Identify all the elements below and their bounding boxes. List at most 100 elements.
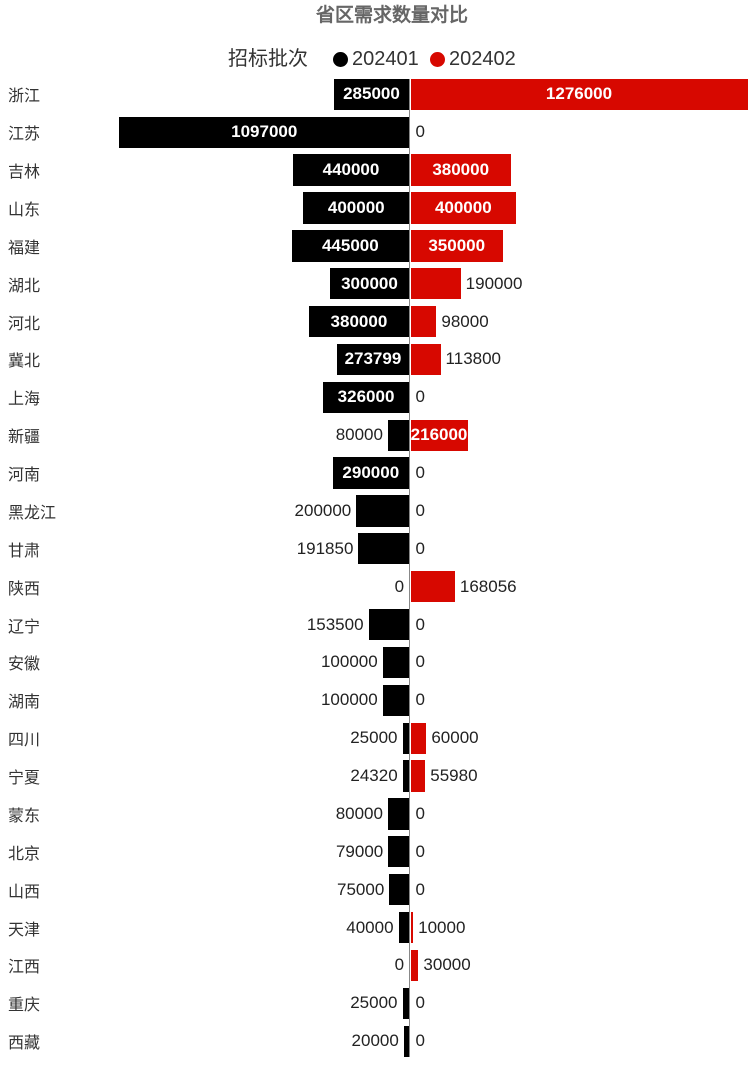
category-label-北京: 北京 xyxy=(8,845,41,863)
bar-202401-河南[interactable] xyxy=(332,457,410,489)
bar-202402-陕西[interactable] xyxy=(410,571,455,603)
value-label-202401-湖北: 300000 xyxy=(341,273,398,293)
category-label-浙江: 浙江 xyxy=(8,88,41,106)
bar-202402-宁夏[interactable] xyxy=(410,760,426,792)
value-label-202401-吉林: 440000 xyxy=(322,160,380,180)
value-label-202401-山西: 75000 xyxy=(337,879,385,899)
chart-title: 省区需求数量对比 xyxy=(315,5,469,26)
category-label-福建: 福建 xyxy=(8,239,41,257)
bar-202401-湖北[interactable] xyxy=(329,268,410,300)
bar-202401-蒙东[interactable] xyxy=(387,798,410,830)
value-label-202402-天津: 10000 xyxy=(418,917,466,937)
legend-label-202402: 202402 xyxy=(449,48,516,70)
bar-202401-甘肃[interactable] xyxy=(358,533,410,565)
category-label-江苏: 江苏 xyxy=(8,126,41,144)
value-label-202402-宁夏: 55980 xyxy=(430,766,478,786)
category-label-宁夏: 宁夏 xyxy=(8,770,41,788)
value-label-202401-山东: 400000 xyxy=(327,198,385,217)
value-label-202401-江西: 0 xyxy=(394,955,405,975)
value-label-202402-河南: 0 xyxy=(415,463,425,483)
bar-202402-天津[interactable] xyxy=(410,911,414,944)
bar-202401-江苏[interactable] xyxy=(119,116,410,148)
value-label-202401-天津: 40000 xyxy=(346,917,394,937)
value-label-202402-西藏: 0 xyxy=(415,1031,425,1051)
value-label-202401-浙江: 285000 xyxy=(343,84,400,104)
value-label-202402-江苏: 0 xyxy=(415,122,425,142)
category-label-上海: 上海 xyxy=(8,391,41,409)
bar-202402-四川[interactable] xyxy=(410,722,427,754)
category-label-湖北: 湖北 xyxy=(8,277,41,295)
value-label-202401-河北: 380000 xyxy=(330,311,388,331)
category-label-安徽: 安徽 xyxy=(8,656,41,674)
value-label-202402-北京: 0 xyxy=(415,841,425,861)
bar-202401-冀北[interactable] xyxy=(336,343,410,376)
bar-202401-北京[interactable] xyxy=(388,836,410,868)
category-label-蒙东: 蒙东 xyxy=(8,807,41,825)
value-label-202402-安徽: 0 xyxy=(415,652,425,672)
value-label-202401-新疆: 80000 xyxy=(335,425,383,445)
bar-202401-福建[interactable] xyxy=(291,230,410,262)
category-label-山西: 山西 xyxy=(8,883,41,901)
bar-202401-山东[interactable] xyxy=(303,192,410,224)
value-label-202401-蒙东: 80000 xyxy=(335,803,383,823)
bar-202401-湖南[interactable] xyxy=(382,684,410,716)
value-label-202401-陕西: 0 xyxy=(394,576,405,596)
bar-202402-河北[interactable] xyxy=(410,305,437,338)
legend-marker-202402-icon xyxy=(430,51,445,67)
bar-202402-浙江[interactable] xyxy=(410,78,748,111)
value-label-202401-上海: 326000 xyxy=(337,387,395,407)
bar-202402-江西[interactable] xyxy=(410,949,419,982)
category-label-黑龙江: 黑龙江 xyxy=(8,504,57,522)
value-label-202401-冀北: 273799 xyxy=(344,349,402,369)
value-label-202402-吉林: 380000 xyxy=(432,160,490,180)
category-label-山东: 山东 xyxy=(8,202,41,219)
bar-202402-湖北[interactable] xyxy=(410,268,461,300)
value-label-202402-甘肃: 0 xyxy=(415,538,425,558)
bar-202401-黑龙江[interactable] xyxy=(356,495,410,527)
value-label-202402-浙江: 1276000 xyxy=(545,84,613,104)
bar-202402-山东[interactable] xyxy=(410,192,517,224)
center-axis-line xyxy=(409,78,411,1057)
bar-202401-上海[interactable] xyxy=(323,381,410,413)
bar-202402-新疆[interactable] xyxy=(410,419,468,451)
value-label-202401-辽宁: 153500 xyxy=(306,614,364,634)
value-label-202402-湖北: 190000 xyxy=(465,273,523,293)
value-label-202401-甘肃: 191850 xyxy=(296,538,354,558)
value-label-202402-新疆: 216000 xyxy=(410,425,468,445)
bar-202401-吉林[interactable] xyxy=(292,154,410,186)
value-label-202401-北京: 79000 xyxy=(335,841,384,861)
category-label-湖南: 湖南 xyxy=(8,694,41,712)
value-label-202402-上海: 0 xyxy=(415,387,425,407)
value-label-202401-江苏: 1097000 xyxy=(231,122,298,142)
value-label-202402-河北: 98000 xyxy=(441,311,489,331)
value-label-202401-湖南: 100000 xyxy=(320,690,378,710)
bar-202402-吉林[interactable] xyxy=(410,154,511,186)
category-label-新疆: 新疆 xyxy=(8,429,41,447)
category-label-天津: 天津 xyxy=(8,921,41,939)
value-label-202401-黑龙江: 200000 xyxy=(294,500,352,520)
bar-202401-天津[interactable] xyxy=(398,911,410,944)
value-label-202401-四川: 25000 xyxy=(350,728,398,748)
bar-202401-新疆[interactable] xyxy=(387,419,410,451)
category-label-甘肃: 甘肃 xyxy=(8,542,41,560)
legend-title: 招标批次 xyxy=(228,48,308,70)
bar-202401-重庆[interactable] xyxy=(402,987,410,1019)
bar-202401-宁夏[interactable] xyxy=(402,760,410,792)
bar-202401-西藏[interactable] xyxy=(403,1025,410,1057)
bar-202401-浙江[interactable] xyxy=(333,78,410,111)
legend-item-202401[interactable]: 202401 xyxy=(333,44,419,74)
bar-202401-山西[interactable] xyxy=(389,874,410,906)
bar-202402-福建[interactable] xyxy=(410,230,503,262)
bar-202401-安徽[interactable] xyxy=(382,646,410,679)
bar-202402-冀北[interactable] xyxy=(410,343,441,376)
bar-202401-河北[interactable] xyxy=(308,305,410,338)
value-label-202402-冀北: 113800 xyxy=(445,349,502,369)
category-label-河南: 河南 xyxy=(8,467,41,485)
category-label-西藏: 西藏 xyxy=(8,1035,41,1053)
value-label-202402-山西: 0 xyxy=(415,879,425,899)
bar-202401-四川[interactable] xyxy=(402,722,410,754)
legend-item-202402[interactable]: 202402 xyxy=(430,44,516,74)
bar-202401-辽宁[interactable] xyxy=(368,608,410,641)
category-label-重庆: 重庆 xyxy=(8,997,41,1015)
